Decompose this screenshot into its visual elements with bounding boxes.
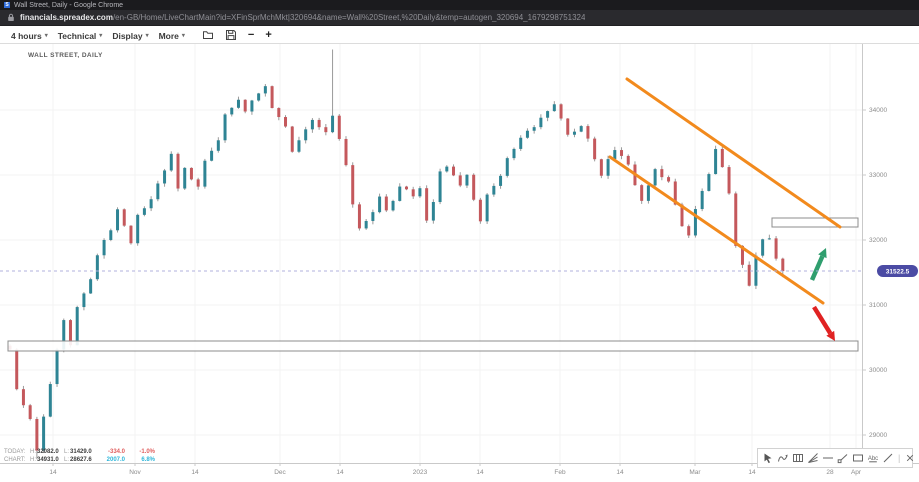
chevron-down-icon: ▾ [145,33,149,39]
x-axis-label: 14 [748,469,756,476]
diagonal-line-icon[interactable] [881,451,895,465]
save-icon[interactable] [221,28,241,42]
x-axis-label: Apr [851,469,862,476]
menu-label: Display [112,30,143,41]
down-arrow-annotation[interactable] [812,305,835,341]
menu-label: 4 hours [11,30,42,41]
text-icon[interactable]: Abc [866,451,880,465]
y-axis-label: 29000 [869,432,887,439]
current-price-badge: 31522.5 [877,265,918,277]
x-axis-label: Mar [689,469,701,476]
menu-more[interactable]: More ▾ [154,29,190,43]
drawing-toolbar: Abc | [757,448,914,468]
rectangle-icon[interactable] [851,451,865,465]
menu-display[interactable]: Display ▾ [107,29,153,43]
chevron-down-icon: ▾ [99,33,103,39]
menu-container: 4 hours ▾ Technical ▾ Display ▾ More ▾ [6,26,190,44]
grid-layer [0,44,862,463]
horizontal-line-icon[interactable] [821,451,835,465]
y-axis-label: 34000 [869,107,887,114]
menu-4-hours[interactable]: 4 hours ▾ [6,29,53,43]
chevron-down-icon: ▾ [181,33,185,39]
url-text: financials.spreadex.com/en-GB/Home/LiveC… [20,13,585,22]
toolbar-divider: | [898,453,901,463]
fan-lines-icon[interactable] [806,451,820,465]
stats-row: CHART: H: 34931.0 L: 28627.6 2007.0 6.8% [4,457,156,463]
x-axis-label: Dec [274,469,286,476]
chart-title: WALL STREET, DAILY [28,52,103,59]
x-axis-label: Nov [129,469,141,476]
x-axis-label: 2023 [413,469,428,476]
price-target-box[interactable] [771,217,859,228]
url-domain: financials.spreadex.com [20,13,113,22]
zoom-in-icon[interactable]: + [261,29,275,41]
menu-label: Technical [57,30,97,41]
x-axis-label: 14 [49,469,57,476]
svg-text:Abc: Abc [868,456,878,462]
zoom-out-icon[interactable]: − [244,29,258,41]
chevron-down-icon: ▾ [44,33,48,39]
trend-line[interactable] [625,77,842,229]
toolbar-icons: − + [198,28,276,42]
x-axis-label: 14 [476,469,484,476]
price-stats-panel: TODAY: H: 32082.0 L: 31429.0 -334.0 -1.0% CHART… [4,448,159,464]
address-bar[interactable]: financials.spreadex.com/en-GB/Home/LiveC… [0,10,919,26]
svg-text:31522.5: 31522.5 [886,268,910,275]
axes-layer: 14 Nov 14 Dec 14 2023 14 Feb 14 Mar 14 28 Apr 34000 33… [0,44,919,476]
site-favicon: S [4,2,10,8]
open-folder-icon[interactable] [198,28,218,42]
trendline-icon[interactable] [836,451,850,465]
price-target-box[interactable] [7,340,859,352]
url-path: /en-GB/Home/LiveChartMain?id=XFinSprMchM… [112,13,586,22]
candlestick-chart[interactable]: 14 Nov 14 Dec 14 2023 14 Feb 14 Mar 14 28 Apr 34000 33… [0,44,919,482]
chart-toolbar: 4 hours ▾ Technical ▾ Display ▾ More ▾ − + [0,26,919,44]
y-axis-label: 32000 [869,237,887,244]
grid-icon[interactable] [791,451,805,465]
y-axis-label: 31000 [869,302,887,309]
stats-row: TODAY: H: 32082.0 L: 31429.0 -334.0 -1.0% [4,449,156,455]
y-axis-label: 33000 [869,172,887,179]
y-axis-label: 30000 [869,367,887,374]
chart-area[interactable]: 14 Nov 14 Dec 14 2023 14 Feb 14 Mar 14 28 Apr 34000 33… [0,44,919,482]
x-axis-label: 14 [336,469,344,476]
window-title: Wall Street, Daily - Google Chrome [14,1,124,9]
x-axis-label: 14 [191,469,199,476]
polyline-icon[interactable] [776,451,790,465]
x-axis-label: 28 [826,469,834,476]
close-icon[interactable] [903,451,917,465]
menu-technical[interactable]: Technical ▾ [53,29,108,43]
window-titlebar: S Wall Street, Daily - Google Chrome [0,0,919,10]
x-axis-label: 14 [616,469,624,476]
up-arrow-annotation[interactable] [809,248,827,281]
pointer-icon[interactable] [761,451,775,465]
candles-layer [8,49,785,460]
menu-label: More [158,30,179,41]
lock-icon[interactable] [7,13,15,22]
trend-line[interactable] [608,155,825,305]
annotations-layer: 31522.5 [0,77,918,352]
x-axis-label: Feb [554,469,566,476]
